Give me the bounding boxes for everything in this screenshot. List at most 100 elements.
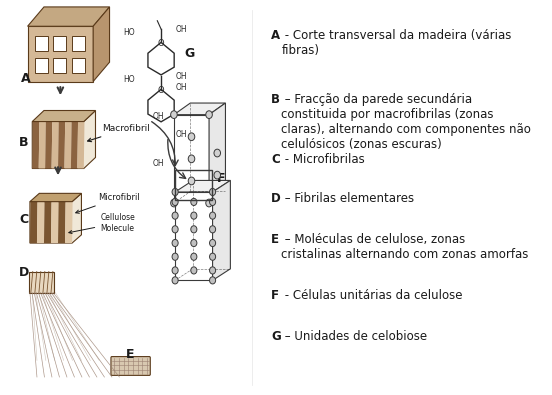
Polygon shape <box>32 122 39 169</box>
Circle shape <box>210 198 216 205</box>
Polygon shape <box>45 122 52 169</box>
Circle shape <box>206 111 213 118</box>
Text: C: C <box>19 213 28 226</box>
Polygon shape <box>39 122 46 169</box>
Circle shape <box>191 226 197 233</box>
Polygon shape <box>44 201 51 243</box>
Polygon shape <box>28 7 109 26</box>
Text: D: D <box>19 265 29 278</box>
Polygon shape <box>93 7 109 81</box>
Text: Cellulose
Molecule: Cellulose Molecule <box>69 213 135 233</box>
Polygon shape <box>37 201 45 243</box>
Text: D: D <box>271 192 281 205</box>
Text: B: B <box>19 136 29 149</box>
Text: B: B <box>271 92 280 105</box>
Circle shape <box>210 277 216 284</box>
Polygon shape <box>174 103 225 115</box>
Circle shape <box>206 199 213 207</box>
Circle shape <box>188 177 195 185</box>
Text: - Corte transversal da madeira (várias
fibras): - Corte transversal da madeira (várias f… <box>282 29 512 57</box>
Polygon shape <box>32 111 95 169</box>
Circle shape <box>172 277 178 284</box>
Circle shape <box>210 239 216 246</box>
Text: – Moléculas de celulose, zonas
cristalinas alternando com zonas amorfas: – Moléculas de celulose, zonas cristalin… <box>282 233 529 261</box>
Text: E: E <box>271 233 279 246</box>
Polygon shape <box>51 122 59 169</box>
Polygon shape <box>77 122 84 169</box>
Text: F: F <box>271 289 279 302</box>
Circle shape <box>214 149 221 157</box>
Polygon shape <box>209 103 225 203</box>
Text: OH: OH <box>176 25 188 34</box>
Circle shape <box>214 171 221 179</box>
Circle shape <box>172 239 178 246</box>
Polygon shape <box>32 111 95 122</box>
Polygon shape <box>54 58 66 73</box>
Text: G: G <box>184 47 195 60</box>
Text: Macrofibril: Macrofibril <box>88 124 150 142</box>
Circle shape <box>172 212 178 219</box>
Text: OH: OH <box>176 72 188 81</box>
Polygon shape <box>30 194 82 201</box>
Circle shape <box>210 188 216 196</box>
Text: – Fibrilas elementares: – Fibrilas elementares <box>282 192 415 205</box>
Circle shape <box>172 198 178 205</box>
Circle shape <box>210 267 216 274</box>
Text: – Unidades de celobiose: – Unidades de celobiose <box>282 330 428 343</box>
Text: - Microfibrilas: - Microfibrilas <box>282 153 365 166</box>
Polygon shape <box>72 36 85 51</box>
Circle shape <box>191 253 197 260</box>
Circle shape <box>172 267 178 274</box>
Polygon shape <box>35 36 47 51</box>
Circle shape <box>210 253 216 260</box>
Polygon shape <box>213 181 230 280</box>
Text: A: A <box>271 29 280 42</box>
Bar <box>29 271 54 293</box>
Polygon shape <box>35 58 47 73</box>
Circle shape <box>171 111 177 118</box>
Polygon shape <box>175 181 230 192</box>
Polygon shape <box>54 36 66 51</box>
Circle shape <box>210 212 216 219</box>
Polygon shape <box>51 201 59 243</box>
Text: HO: HO <box>124 28 135 37</box>
Polygon shape <box>28 26 93 81</box>
Polygon shape <box>174 115 209 203</box>
Circle shape <box>188 155 195 163</box>
Circle shape <box>191 267 197 274</box>
Text: F: F <box>217 172 226 185</box>
Text: O: O <box>158 39 164 48</box>
Text: E: E <box>126 348 135 361</box>
Polygon shape <box>71 122 78 169</box>
Polygon shape <box>58 122 65 169</box>
Circle shape <box>191 212 197 219</box>
Circle shape <box>172 188 178 196</box>
Circle shape <box>191 198 197 205</box>
Circle shape <box>191 239 197 246</box>
Text: Microfibril: Microfibril <box>76 193 140 213</box>
Polygon shape <box>30 194 82 243</box>
Text: C: C <box>271 153 280 166</box>
Text: O: O <box>158 86 164 95</box>
Text: – Fracção da parede secundária
constituida por macrofibrilas (zonas
claras), alt: – Fracção da parede secundária constitui… <box>282 92 531 150</box>
Text: OH: OH <box>153 159 164 168</box>
Polygon shape <box>58 201 66 243</box>
Text: OH: OH <box>153 112 164 121</box>
Circle shape <box>188 133 195 141</box>
Polygon shape <box>30 201 38 243</box>
Polygon shape <box>175 192 213 280</box>
Circle shape <box>171 199 177 207</box>
Text: A: A <box>20 72 30 85</box>
Polygon shape <box>72 58 85 73</box>
Polygon shape <box>65 122 72 169</box>
Polygon shape <box>65 201 73 243</box>
Text: G: G <box>271 330 281 343</box>
Circle shape <box>172 253 178 260</box>
Text: - Células unitárias da celulose: - Células unitárias da celulose <box>282 289 463 302</box>
Text: OH: OH <box>176 130 188 139</box>
Text: OH: OH <box>176 83 188 92</box>
Circle shape <box>172 226 178 233</box>
Text: HO: HO <box>124 75 135 83</box>
FancyBboxPatch shape <box>111 357 150 375</box>
Circle shape <box>210 226 216 233</box>
